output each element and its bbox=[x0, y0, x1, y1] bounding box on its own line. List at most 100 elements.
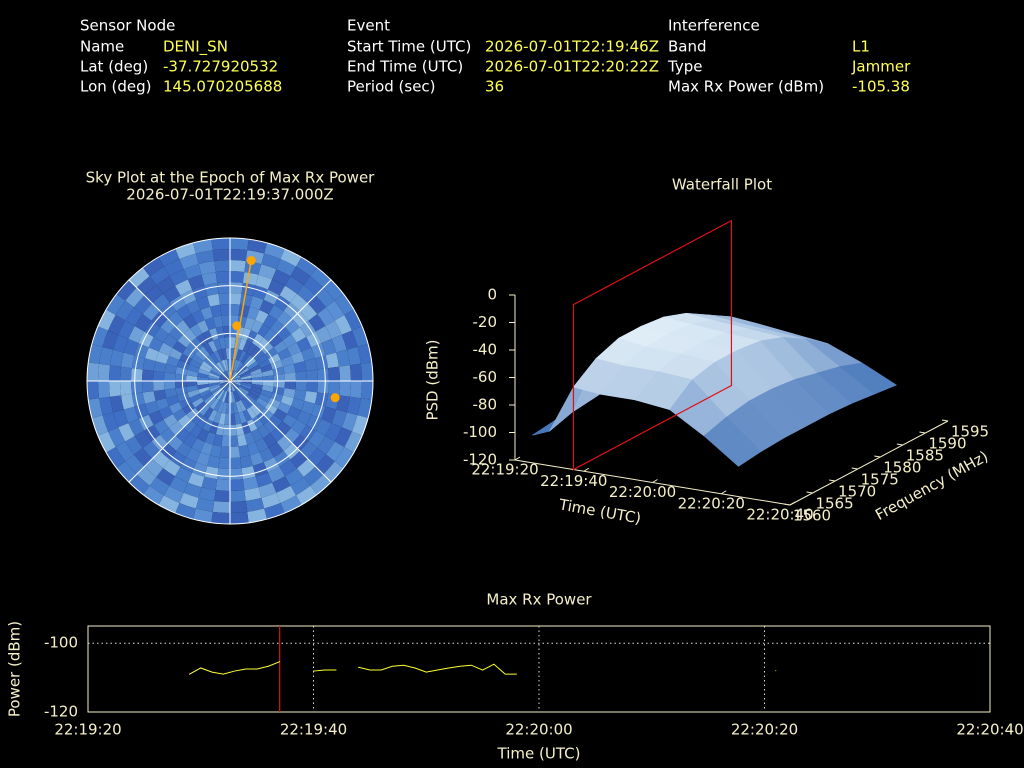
field-label: Band bbox=[668, 38, 707, 56]
y-tick bbox=[783, 503, 791, 506]
sky-background-cell bbox=[197, 383, 209, 390]
sky-background-cell bbox=[272, 269, 291, 286]
sky-background-cell bbox=[195, 349, 207, 361]
sky-background-cell bbox=[218, 457, 230, 469]
sky-background-cell bbox=[334, 315, 352, 335]
sky-background-cell bbox=[295, 370, 307, 381]
sky-background-cell bbox=[296, 257, 318, 277]
sky-background-cell bbox=[339, 381, 351, 397]
sky-background-cell bbox=[267, 279, 285, 296]
sky-background-cell bbox=[270, 359, 284, 370]
sky-background-cell bbox=[136, 276, 157, 296]
sky-background-cell bbox=[296, 410, 312, 425]
sky-background-cell bbox=[144, 347, 159, 362]
section-title: Event bbox=[347, 17, 390, 35]
sky-background-cell bbox=[211, 511, 230, 524]
sky-background-cell bbox=[98, 363, 111, 381]
sky-background-cell bbox=[175, 466, 193, 483]
sky-background-cell bbox=[88, 343, 103, 364]
sky-background-cell bbox=[123, 406, 139, 424]
sky-background-cell bbox=[175, 427, 190, 443]
sky-background-cell bbox=[243, 396, 254, 408]
sky-background-cell bbox=[208, 375, 220, 380]
sky-background-cell bbox=[177, 334, 192, 348]
sky-background-cell bbox=[301, 400, 316, 415]
sky-background-cell bbox=[164, 485, 184, 503]
sky-background-cell bbox=[134, 295, 153, 315]
sky-background-cell bbox=[291, 327, 307, 343]
sky-background-cell bbox=[325, 300, 345, 321]
y-tick-label: -120 bbox=[44, 703, 78, 721]
sky-background-cell bbox=[230, 381, 236, 392]
sky-background-cell bbox=[290, 476, 311, 496]
sky-background-cell bbox=[247, 441, 260, 456]
satellite-point bbox=[330, 393, 340, 403]
sky-background-cell bbox=[177, 414, 192, 428]
sky-background-cell bbox=[128, 326, 145, 344]
sky-background-cell bbox=[230, 413, 236, 425]
sky-background-cell bbox=[242, 409, 252, 422]
sky-background-cell bbox=[325, 423, 342, 442]
x-tick-label: 22:20:00 bbox=[505, 721, 572, 739]
sky-background-cell bbox=[240, 455, 253, 469]
sky-background-cell bbox=[261, 407, 274, 420]
sky-background-cell bbox=[279, 459, 297, 477]
sky-background-cell bbox=[290, 451, 308, 469]
sky-background-cell bbox=[257, 323, 271, 338]
y-tick bbox=[851, 467, 858, 470]
z-tick-label: -100 bbox=[463, 423, 497, 441]
sky-background-cell bbox=[153, 361, 167, 373]
sky-background-cell bbox=[253, 401, 265, 413]
satellite-point bbox=[232, 321, 242, 331]
sky-background-cell bbox=[115, 441, 135, 462]
sky-background-cell bbox=[245, 394, 257, 405]
sky-background-cell bbox=[212, 500, 230, 513]
sky-background-cell bbox=[221, 402, 228, 414]
sky-background-cell bbox=[242, 340, 252, 353]
sky-background-cell bbox=[253, 349, 265, 361]
field-label: Type bbox=[667, 58, 702, 76]
sky-background-cell bbox=[167, 435, 184, 451]
frequency-axis bbox=[789, 420, 949, 506]
sky-background-cell bbox=[257, 424, 271, 439]
sky-background-cell bbox=[183, 264, 202, 280]
sky-background-cell bbox=[152, 293, 170, 311]
sky-background-cell bbox=[306, 369, 318, 381]
sky-background-cell bbox=[183, 433, 197, 448]
sky-background-cell bbox=[120, 366, 132, 381]
sky-background-cell bbox=[284, 318, 300, 335]
sky-background-cell bbox=[97, 431, 116, 453]
sky-background-cell bbox=[196, 333, 208, 347]
sky-background-cell bbox=[308, 430, 326, 448]
sky-background-cell bbox=[166, 355, 180, 367]
z-tick-label: 0 bbox=[487, 286, 497, 304]
sky-background-cell bbox=[276, 485, 296, 503]
sky-background-cell bbox=[270, 319, 285, 335]
sky-background-cell bbox=[244, 487, 262, 501]
sky-background-cell bbox=[287, 406, 302, 420]
sky-background-cell bbox=[260, 364, 273, 373]
sky-background-cell bbox=[317, 436, 335, 455]
z-tick-label: -40 bbox=[473, 341, 498, 359]
sky-background-cell bbox=[360, 362, 373, 381]
sky-background-cell bbox=[187, 364, 200, 373]
sky-background-cell bbox=[201, 271, 218, 286]
z-tick-label: -120 bbox=[463, 451, 497, 469]
sky-background-cell bbox=[290, 398, 305, 411]
sky-background-cell bbox=[223, 381, 230, 391]
sky-background-cell bbox=[204, 282, 219, 296]
sky-background-cell bbox=[245, 357, 257, 368]
sky-background-cell bbox=[280, 495, 302, 514]
azimuth-spoke bbox=[128, 279, 231, 382]
sky-background-cell bbox=[310, 267, 332, 288]
sky-background-cell bbox=[328, 366, 340, 381]
sky-background-cell bbox=[155, 398, 170, 411]
sky-background-cell bbox=[251, 376, 263, 381]
sky-background-cell bbox=[186, 447, 201, 463]
sky-background-cell bbox=[240, 372, 252, 379]
satellite-point bbox=[246, 256, 256, 266]
sky-background-cell bbox=[336, 395, 350, 413]
sky-background-cell bbox=[189, 359, 202, 369]
sky-background-cell bbox=[208, 381, 220, 384]
field-value: DENI_SN bbox=[163, 38, 228, 57]
